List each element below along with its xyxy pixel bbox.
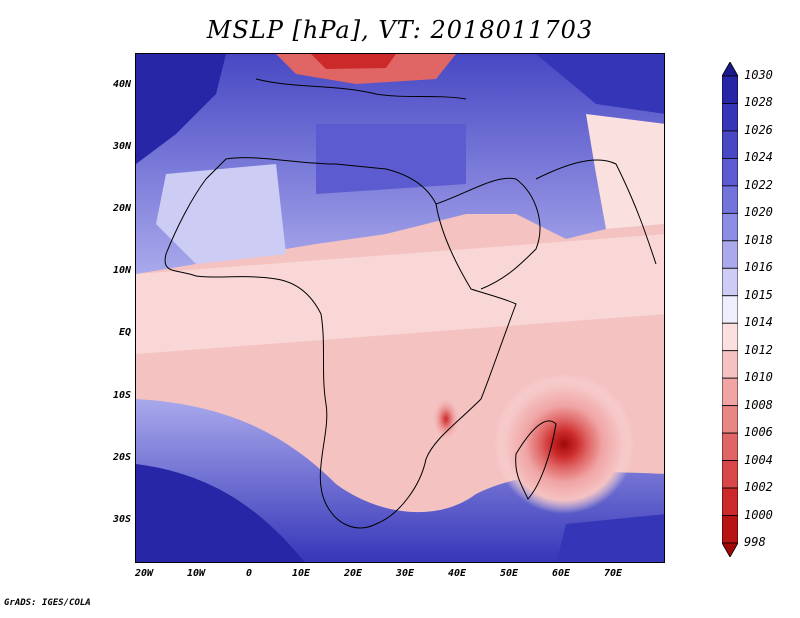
credit-text: GrADS: IGES/COLA xyxy=(4,598,91,608)
colorbar-level-label: 1002 xyxy=(744,480,773,495)
lon-label-60e: 60E xyxy=(551,568,571,579)
lon-label-40e: 40E xyxy=(447,568,467,579)
colorbar-swatch xyxy=(722,267,738,297)
saharan-high xyxy=(316,124,466,194)
colorbar-level-label: 1000 xyxy=(744,507,773,522)
southern-high-region xyxy=(136,399,664,562)
colorbar-swatch xyxy=(722,487,738,516)
colorbar-swatch xyxy=(722,377,738,407)
colorbar-swatch xyxy=(722,185,738,214)
colorbar-swatch xyxy=(722,460,738,489)
lat-label-10n: 10N xyxy=(112,265,131,276)
lon-label-30e: 30E xyxy=(395,568,415,579)
tropical-band xyxy=(136,234,664,354)
lat-label-30s: 30S xyxy=(112,514,131,525)
pressure-field-map xyxy=(136,54,664,562)
asia-coastline xyxy=(535,159,657,265)
colorbar-swatch xyxy=(722,212,738,242)
lat-label-30n: 30N xyxy=(112,141,131,152)
colorbar-swatch xyxy=(722,350,738,379)
colorbar-level-label: 1006 xyxy=(744,425,773,440)
colorbar-level-label: 1015 xyxy=(744,287,773,302)
colorbar-level-label: 1028 xyxy=(744,95,773,110)
colorbar-swatch xyxy=(722,295,738,324)
lat-label-eq: EQ xyxy=(118,327,131,338)
colorbar xyxy=(722,62,738,557)
lat-label-40n: 40N xyxy=(112,79,131,90)
colorbar-level-label: 1012 xyxy=(744,342,773,357)
southern-ocean-high xyxy=(556,514,664,562)
colorbar-level-label: 1024 xyxy=(744,150,773,165)
lat-label-20n: 20N xyxy=(112,203,131,214)
colorbar-swatch xyxy=(722,158,738,187)
colorbar-swatch xyxy=(722,75,738,104)
coastlines xyxy=(164,78,657,529)
colorbar-swatch xyxy=(722,322,738,352)
colorbar-swatch xyxy=(722,130,738,159)
colorbar-swatch xyxy=(722,103,738,132)
lon-label-20e: 20E xyxy=(343,568,363,579)
lon-label-70e: 70E xyxy=(603,568,623,579)
lat-label-20s: 20S xyxy=(112,452,131,463)
northeast-high-core xyxy=(536,54,664,114)
colorbar-level-label: 1016 xyxy=(744,260,773,275)
east-africa-low xyxy=(432,397,460,441)
colorbar-level-label: 1026 xyxy=(744,122,773,137)
mediterranean-low-core xyxy=(311,54,396,69)
colorbar-level-label: 998 xyxy=(744,535,766,549)
lon-label-20w: 20W xyxy=(134,568,154,579)
colorbar-level-label: 1018 xyxy=(744,232,773,247)
colorbar-level-label: 1004 xyxy=(744,452,773,467)
colorbar-level-label: 1022 xyxy=(744,177,773,192)
lat-label-10s: 10S xyxy=(112,390,131,401)
colorbar-level-label: 1020 xyxy=(744,205,773,220)
colorbar-swatch xyxy=(722,405,738,434)
colorbar-level-label: 1030 xyxy=(744,68,773,82)
india-low xyxy=(586,114,664,229)
africa-coastline xyxy=(164,157,517,529)
colorbar-bottom-arrow xyxy=(722,542,738,557)
south-atlantic-high-core xyxy=(136,464,305,562)
chart-title: MSLP [hPa], VT: 2018011703 xyxy=(206,16,594,44)
northwest-high-core xyxy=(136,54,226,164)
colorbar-level-label: 1008 xyxy=(744,397,773,412)
colorbar-top-arrow xyxy=(722,62,738,77)
map-panel xyxy=(135,53,665,563)
colorbar-swatch xyxy=(722,240,738,269)
madagascar-coastline xyxy=(515,420,557,500)
cyclone-low xyxy=(494,374,634,514)
sahara-west-pale xyxy=(156,164,286,264)
colorbar-level-label: 1014 xyxy=(744,315,773,330)
colorbar-swatch xyxy=(722,432,738,461)
arabia-coastline xyxy=(435,177,541,290)
lon-label-50e: 50E xyxy=(499,568,519,579)
colorbar-level-label: 1010 xyxy=(744,370,773,385)
lon-label-0: 0 xyxy=(245,568,253,579)
lon-label-10w: 10W xyxy=(186,568,206,579)
europe-coastline xyxy=(255,78,467,100)
colorbar-swatch xyxy=(722,515,738,544)
lon-label-10e: 10E xyxy=(291,568,311,579)
